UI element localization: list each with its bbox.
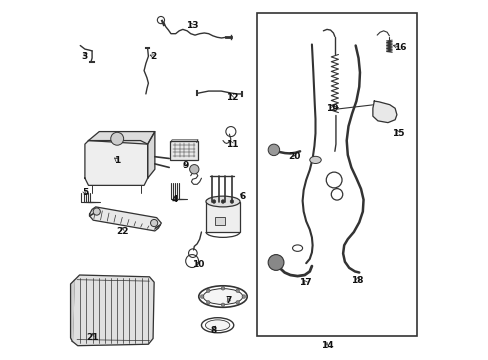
Circle shape (221, 287, 224, 290)
Circle shape (212, 200, 215, 203)
Polygon shape (372, 101, 396, 123)
Bar (206, 202, 240, 232)
Text: 14: 14 (320, 341, 333, 350)
Circle shape (235, 289, 239, 293)
Text: 10: 10 (191, 260, 203, 269)
Text: 20: 20 (288, 152, 300, 161)
Text: 11: 11 (225, 140, 238, 149)
Bar (257, 13, 416, 336)
Text: 19: 19 (325, 104, 338, 113)
Circle shape (189, 165, 199, 174)
Text: 22: 22 (116, 228, 128, 237)
Text: 5: 5 (81, 188, 88, 197)
Text: 9: 9 (182, 161, 188, 170)
Circle shape (206, 289, 210, 293)
Text: 12: 12 (225, 93, 238, 102)
Polygon shape (85, 140, 147, 185)
Ellipse shape (203, 289, 242, 305)
Circle shape (267, 144, 279, 156)
Text: 1: 1 (114, 156, 120, 165)
Circle shape (221, 303, 224, 307)
Circle shape (242, 295, 245, 298)
Text: 7: 7 (224, 296, 231, 305)
Text: 17: 17 (299, 278, 311, 287)
Circle shape (93, 208, 100, 215)
Text: 3: 3 (81, 52, 88, 61)
Circle shape (150, 220, 158, 226)
Polygon shape (70, 280, 74, 341)
Circle shape (221, 200, 224, 203)
Ellipse shape (309, 156, 321, 163)
Text: 2: 2 (150, 52, 156, 61)
Text: 13: 13 (186, 21, 198, 30)
Polygon shape (72, 275, 154, 346)
Polygon shape (89, 207, 161, 231)
Bar (215, 217, 224, 225)
Circle shape (200, 295, 203, 298)
Polygon shape (88, 132, 155, 144)
Circle shape (230, 200, 233, 203)
Text: 6: 6 (239, 192, 245, 201)
Circle shape (206, 301, 210, 304)
Circle shape (235, 301, 239, 304)
Circle shape (110, 132, 123, 145)
Text: 15: 15 (392, 129, 404, 138)
Text: 16: 16 (393, 43, 406, 52)
Text: 8: 8 (210, 326, 217, 335)
Text: 21: 21 (86, 333, 98, 342)
Text: 4: 4 (171, 195, 178, 204)
Polygon shape (147, 132, 155, 178)
FancyBboxPatch shape (169, 141, 198, 159)
Circle shape (267, 255, 284, 270)
Ellipse shape (205, 196, 240, 207)
Text: 18: 18 (350, 276, 363, 285)
Ellipse shape (205, 320, 229, 330)
